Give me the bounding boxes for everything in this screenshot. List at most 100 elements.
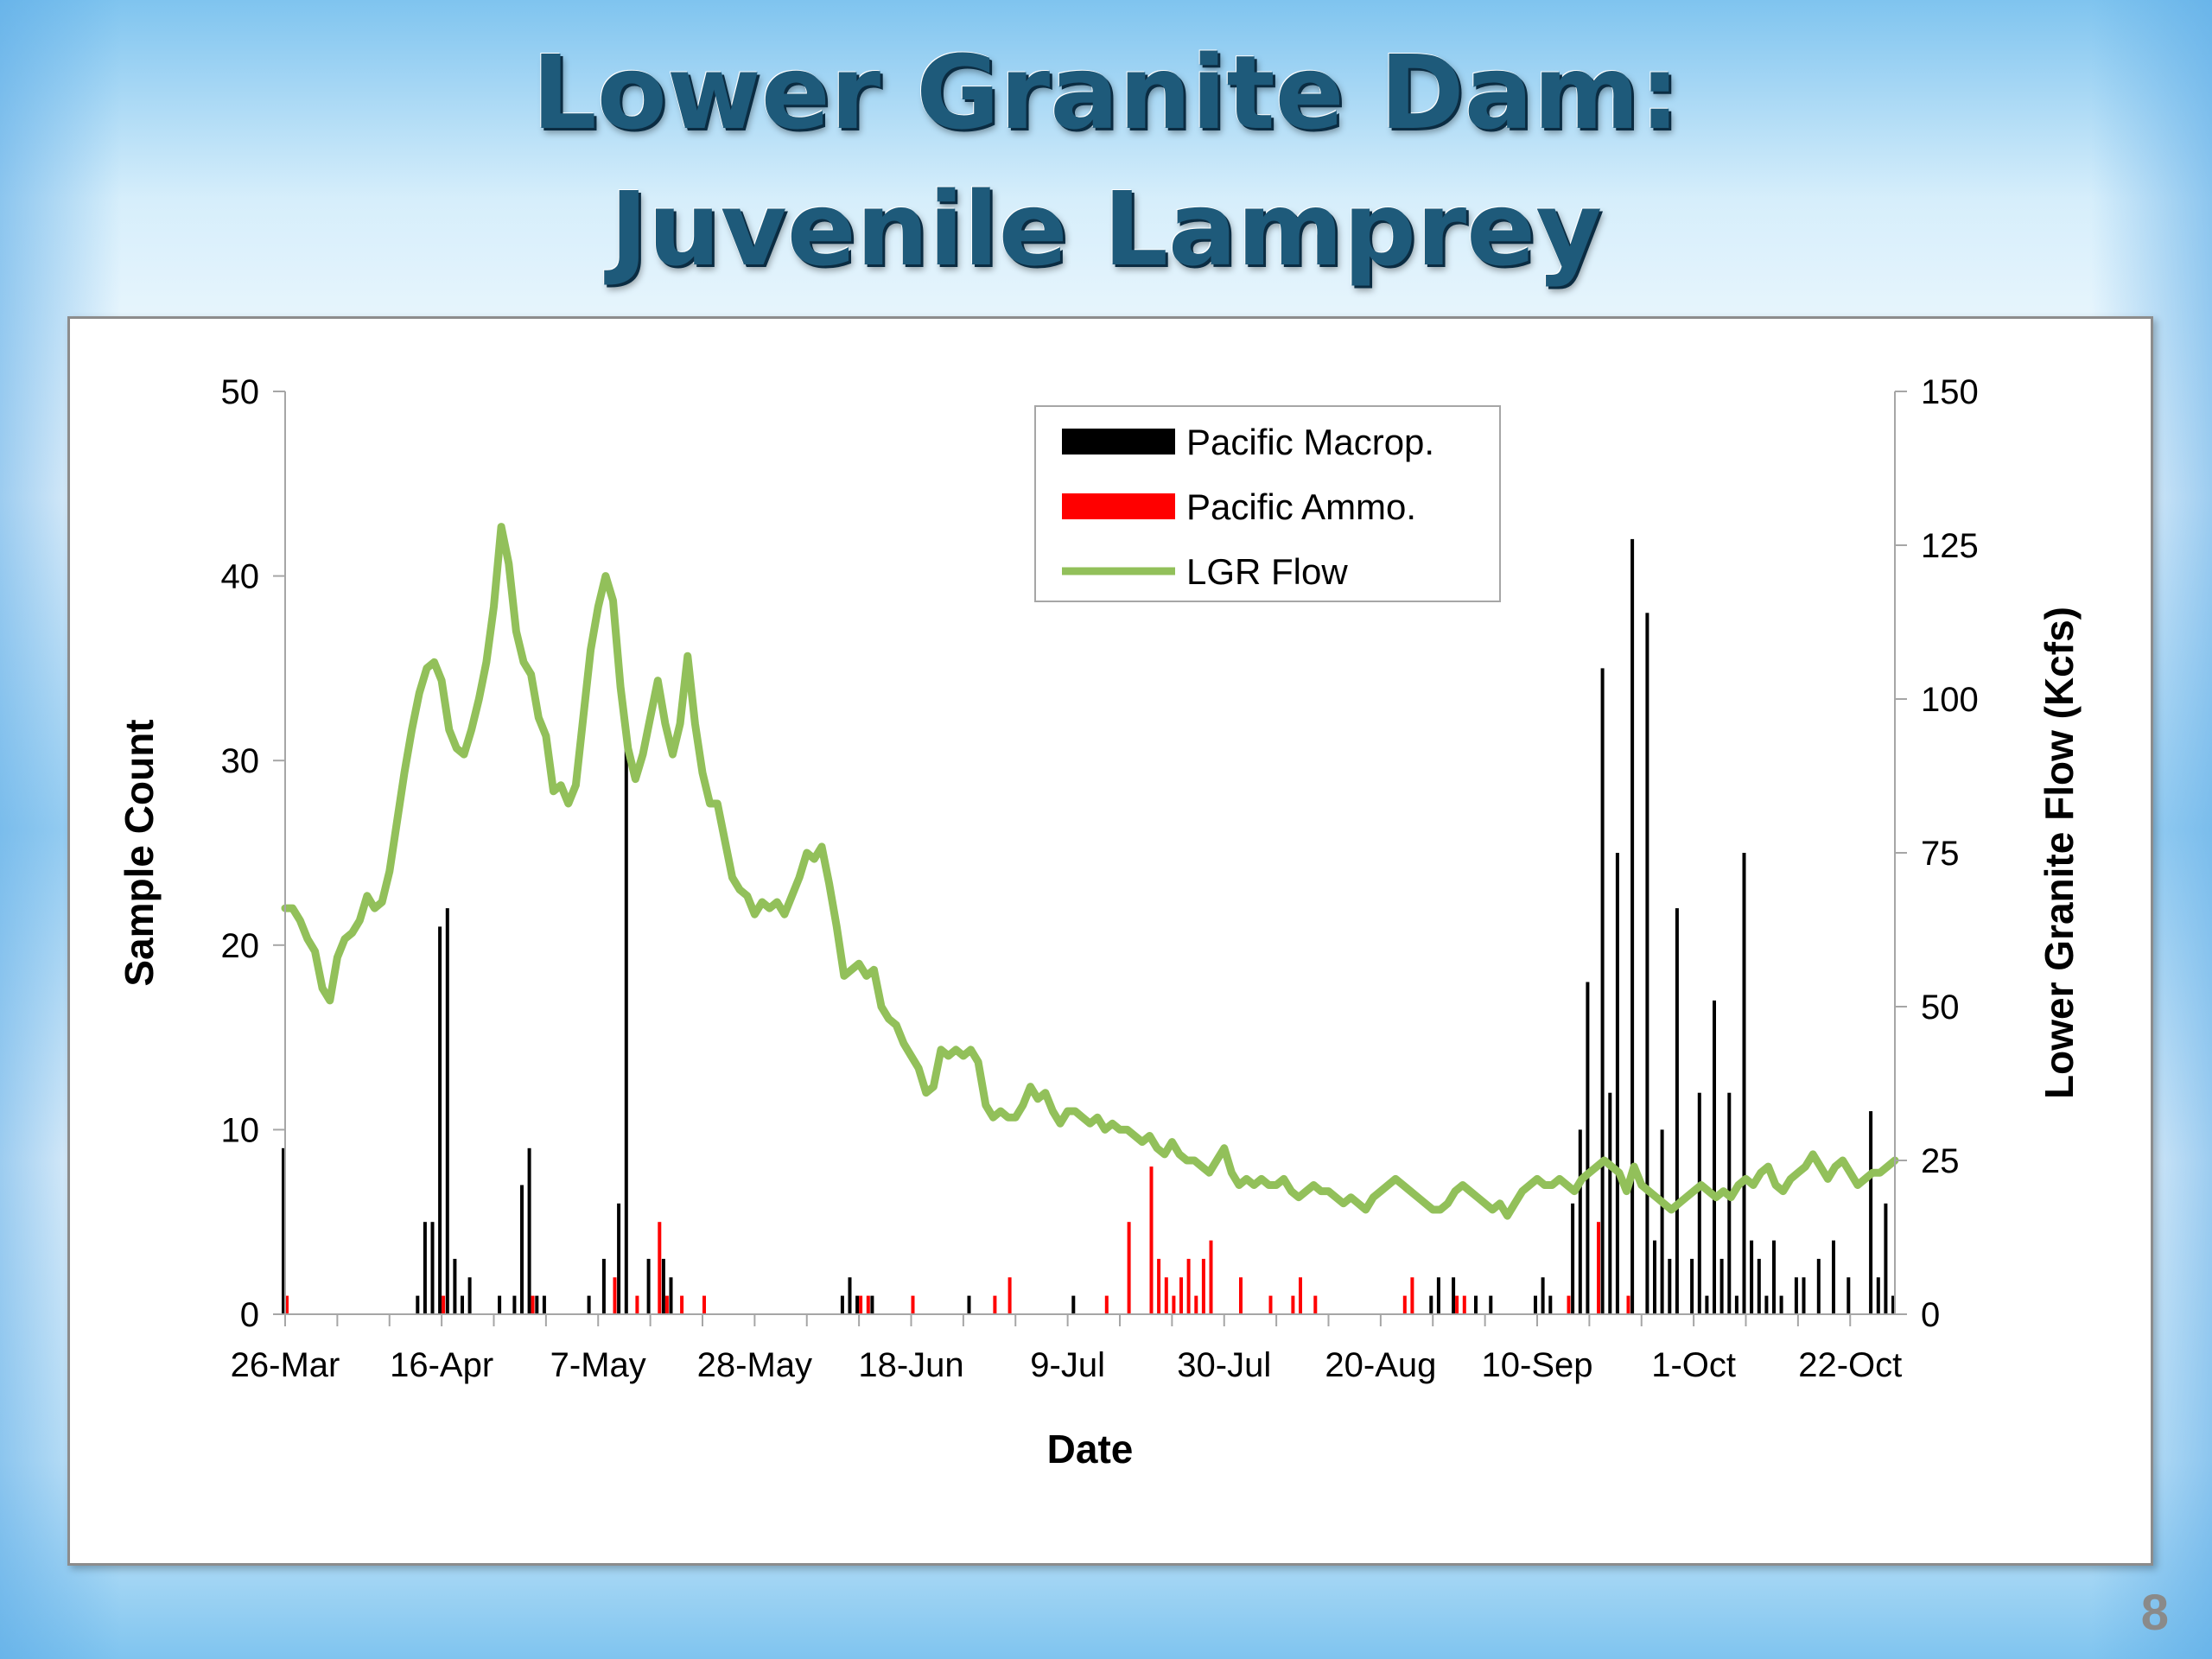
macrop-bar <box>1071 1295 1076 1314</box>
macrop-bar <box>1474 1295 1478 1314</box>
legend-swatch <box>1062 493 1175 519</box>
macrop-bar <box>669 1277 673 1314</box>
flow-line <box>281 523 1899 1220</box>
ammo-bar <box>664 1295 669 1314</box>
macrop-bar <box>498 1295 502 1314</box>
macrop-bar <box>1452 1277 1456 1314</box>
ammo-bar <box>1410 1277 1414 1314</box>
macrop-bar <box>1660 1129 1664 1314</box>
slide-title: Lower Granite Dam: Juvenile Lamprey <box>0 24 2212 297</box>
slide-title-line-1: Lower Granite Dam: <box>531 33 1681 152</box>
macrop-bar <box>1869 1111 1873 1314</box>
ammo-bar <box>1007 1277 1012 1314</box>
x-tick-label: 28-May <box>697 1346 812 1384</box>
ammo-bar <box>993 1295 997 1314</box>
ammo-bar <box>1455 1295 1459 1314</box>
macrop-bar <box>461 1295 464 1314</box>
macrop-bar <box>1750 1240 1754 1314</box>
ammo-bar <box>531 1295 535 1314</box>
ammo-bar <box>1201 1258 1205 1314</box>
macrop-bar <box>1876 1277 1880 1314</box>
y-tick-label: 20 <box>221 927 260 965</box>
ammo-bar <box>1313 1295 1318 1314</box>
x-tick-label: 1-Oct <box>1651 1346 1736 1384</box>
ammo-bar <box>1626 1295 1630 1314</box>
y2-tick-label: 75 <box>1921 835 1960 873</box>
macrop-bar <box>855 1295 860 1314</box>
y-tick-label: 40 <box>221 558 260 596</box>
ammo-bar <box>1567 1295 1571 1314</box>
legend-label: Pacific Macrop. <box>1186 422 1434 462</box>
macrop-bar <box>601 1258 606 1314</box>
legend-swatch <box>1062 429 1175 454</box>
y-tick-label: 30 <box>221 742 260 780</box>
macrop-bar <box>1548 1295 1553 1314</box>
macrop-bar <box>848 1277 852 1314</box>
macrop-bar <box>1534 1295 1537 1314</box>
macrop-bar <box>1719 1258 1724 1314</box>
macrop-bar <box>1645 613 1649 1314</box>
macrop-bar <box>1734 1295 1738 1314</box>
macrop-bar <box>1772 1240 1776 1314</box>
macrop-bar <box>520 1185 524 1314</box>
macrop-bar <box>1690 1258 1694 1314</box>
macrop-bar <box>1653 1240 1656 1314</box>
ammo-bar <box>1186 1258 1191 1314</box>
macrop-bar <box>587 1295 591 1314</box>
macrop-bar <box>1794 1277 1798 1314</box>
ammo-bar <box>859 1295 863 1314</box>
slide-title-line-2: Juvenile Lamprey <box>609 169 1603 289</box>
macrop-bar <box>1891 1295 1895 1314</box>
macrop-bar <box>416 1295 420 1314</box>
x-axis-title: Date <box>1047 1427 1134 1471</box>
macrop-bar <box>512 1295 517 1314</box>
y2-tick-label: 125 <box>1921 527 1979 565</box>
macrop-bar <box>1757 1258 1761 1314</box>
macrop-bar <box>646 1258 651 1314</box>
macrop-bar <box>1697 1092 1701 1314</box>
macrop-bar <box>542 1295 546 1314</box>
ammo-bar <box>1164 1277 1168 1314</box>
ammo-bar <box>1194 1295 1198 1314</box>
legend: Pacific Macrop. Pacific Ammo. LGR Flow <box>1034 405 1501 602</box>
macrop-bar <box>1615 853 1619 1314</box>
x-tick-label: 22-Oct <box>1798 1346 1902 1384</box>
ammo-bar <box>635 1295 639 1314</box>
y2-tick-label: 25 <box>1921 1142 1960 1180</box>
macrop-bar <box>535 1295 539 1314</box>
ammo-bar <box>1268 1295 1273 1314</box>
flow-line-layer <box>281 523 1899 1220</box>
axes-layer: 0 10 20 30 40 50 0 25 50 75 100 125 150 26-Mar 16-Apr 7… <box>117 373 2082 1471</box>
macrop-bar <box>1578 1129 1582 1314</box>
macrop-bar <box>870 1295 874 1314</box>
macrop-bar <box>624 723 628 1314</box>
macrop-bar <box>1630 538 1635 1314</box>
ammo-bar <box>1239 1277 1243 1314</box>
macrop-bar <box>1727 1092 1732 1314</box>
x-tick-label: 18-Jun <box>858 1346 963 1384</box>
y2-tick-label: 150 <box>1921 373 1979 411</box>
ammo-bar <box>1179 1277 1183 1314</box>
chart: 0 10 20 30 40 50 0 25 50 75 100 125 150 26-Mar 16-Apr 7… <box>117 373 2082 1471</box>
x-tick-label: 9-Jul <box>1030 1346 1105 1384</box>
ammo-bar <box>1104 1295 1109 1314</box>
ammo-bar <box>1402 1295 1407 1314</box>
y-tick-label: 50 <box>221 373 260 411</box>
ammo-bar <box>1127 1222 1131 1314</box>
ammo-bar <box>1172 1295 1176 1314</box>
macrop-bar <box>1675 908 1679 1314</box>
macrop-bar <box>1600 668 1605 1314</box>
y-axis-title: Sample Count <box>117 719 162 986</box>
macrop-bar <box>1436 1277 1440 1314</box>
macrop-bar <box>527 1147 531 1314</box>
macrop-bar <box>1541 1277 1545 1314</box>
macrop-bar <box>1705 1295 1709 1314</box>
ammo-bar <box>658 1222 662 1314</box>
legend-label: LGR Flow <box>1186 551 1348 592</box>
x-tick-label: 10-Sep <box>1482 1346 1593 1384</box>
macrop-bar <box>661 1258 665 1314</box>
x-tick-label: 20-Aug <box>1325 1346 1436 1384</box>
x-tick-label: 7-May <box>550 1346 646 1384</box>
macrop-bar <box>1489 1295 1493 1314</box>
legend-label: Pacific Ammo. <box>1186 486 1416 527</box>
